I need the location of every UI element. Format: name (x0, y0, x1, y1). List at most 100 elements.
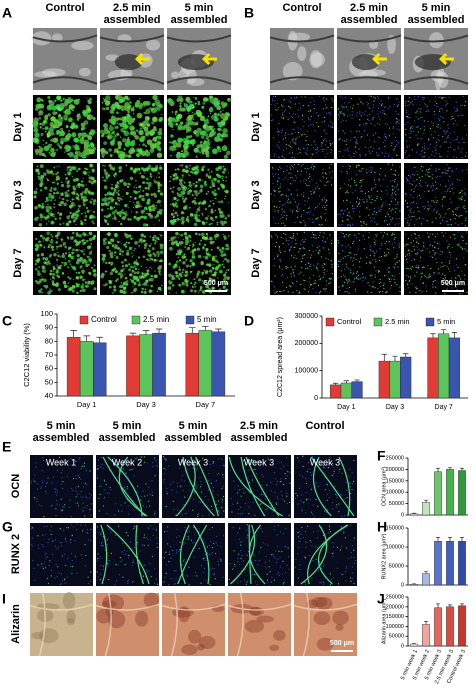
image-texture (119, 197, 122, 200)
image-texture (321, 264, 323, 267)
image-texture (339, 213, 341, 215)
image-texture (429, 143, 432, 145)
image-texture (422, 290, 424, 292)
image-texture (156, 546, 158, 548)
image-texture (454, 148, 456, 151)
image-texture (458, 245, 460, 247)
image-texture (131, 468, 133, 471)
image-texture (432, 249, 434, 252)
image-texture (369, 254, 371, 256)
panel-letter: B (244, 5, 254, 21)
image-texture (449, 198, 451, 200)
image-texture (125, 280, 129, 283)
image-texture (300, 283, 302, 286)
image-texture (364, 278, 366, 280)
image-texture (78, 476, 80, 479)
image-texture (114, 172, 118, 175)
image-texture (180, 289, 185, 294)
image-texture (330, 184, 333, 186)
image-texture (183, 503, 185, 506)
image-texture (447, 102, 449, 104)
image-texture (52, 272, 56, 276)
image-texture (190, 289, 193, 293)
image-texture (65, 541, 68, 543)
image-texture (149, 129, 156, 136)
image-texture (140, 216, 143, 219)
image-texture (143, 456, 145, 458)
image-texture (296, 205, 298, 207)
image-texture (387, 107, 389, 110)
image-texture (295, 239, 297, 241)
image-texture (322, 98, 324, 100)
image-texture (191, 252, 195, 255)
image-background (404, 163, 468, 227)
image-texture (184, 278, 188, 283)
image-texture (151, 121, 155, 125)
image-texture (326, 112, 328, 114)
image-texture (201, 235, 206, 240)
image-texture (342, 155, 344, 157)
image-texture (178, 193, 182, 198)
image-texture (114, 54, 143, 71)
image-texture (393, 103, 395, 106)
image-texture (355, 174, 358, 176)
image-texture (42, 215, 46, 219)
micrograph (404, 231, 468, 295)
image-texture (417, 125, 419, 127)
image-texture (203, 119, 206, 122)
image-texture (318, 292, 321, 294)
image-texture (407, 243, 409, 245)
image-texture (113, 176, 116, 178)
image-texture (315, 250, 317, 252)
image-texture (77, 194, 80, 197)
image-texture (66, 169, 69, 171)
image-texture (49, 288, 51, 290)
image-texture (104, 219, 107, 223)
image-texture (118, 166, 122, 170)
image-texture (213, 128, 216, 130)
image-texture (65, 181, 67, 183)
image-texture (375, 240, 377, 242)
image-texture (143, 537, 145, 539)
image-texture (445, 172, 447, 175)
image-texture (348, 252, 350, 254)
image-texture (299, 291, 301, 293)
image-texture (41, 152, 45, 157)
image-texture (345, 263, 347, 265)
image-texture (340, 171, 342, 173)
image-texture (119, 272, 122, 275)
image-texture (179, 164, 181, 167)
image-texture (149, 505, 151, 507)
image-texture (293, 163, 296, 166)
image-texture (51, 481, 53, 484)
image-texture (198, 289, 201, 292)
image-texture (176, 168, 179, 171)
image-texture (395, 169, 397, 172)
image-texture (392, 149, 395, 152)
image-texture (359, 211, 361, 213)
image-texture (195, 211, 198, 214)
image-texture (383, 275, 386, 277)
arrow (371, 52, 387, 66)
image-texture (461, 280, 463, 283)
image-texture (278, 245, 280, 248)
image-texture (61, 240, 63, 242)
image-texture (377, 97, 380, 99)
image-texture (324, 199, 326, 201)
image-texture (141, 265, 143, 267)
image-texture (160, 204, 162, 206)
image-texture (35, 466, 37, 468)
image-texture (220, 250, 224, 254)
image-texture (297, 109, 299, 111)
image-texture (311, 254, 313, 256)
image-texture (102, 505, 104, 507)
image-texture (444, 133, 446, 135)
image-texture (199, 131, 204, 136)
image-texture (300, 96, 303, 98)
image-texture (308, 173, 311, 175)
image-texture (101, 543, 103, 545)
image-texture (150, 107, 154, 111)
image-texture (40, 178, 44, 182)
image-texture (304, 168, 306, 170)
image-texture (88, 180, 92, 183)
